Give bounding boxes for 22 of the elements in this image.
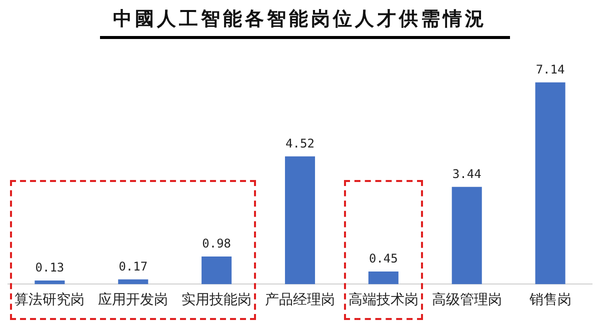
data-label: 0.98 (202, 236, 232, 251)
x-tick-label: 应用开发岗 (98, 292, 168, 308)
data-label: 0.45 (368, 252, 398, 266)
data-label: 0.17 (118, 260, 148, 274)
chart-title: 中國人工智能各智能岗位人才供需情況 (112, 7, 488, 32)
bar (202, 256, 232, 284)
x-tick-label: 实用技能岗 (182, 292, 252, 308)
bar (368, 271, 398, 284)
bar (34, 280, 65, 284)
bar (118, 279, 148, 284)
data-label: 4.52 (286, 136, 314, 151)
x-tick-label: 产品经理岗 (265, 292, 335, 308)
x-tick-label: 高级管理岗 (432, 292, 502, 308)
data-label: 0.13 (35, 260, 64, 275)
data-label: 7.14 (536, 62, 565, 76)
bar (535, 82, 566, 284)
x-tick-label: 高端技术岗 (348, 292, 418, 308)
x-tick-label: 算法研究岗 (14, 292, 85, 308)
bar (284, 156, 316, 284)
data-label: 3.44 (452, 167, 482, 182)
bar (452, 186, 482, 284)
x-tick-label: 销售岗 (528, 292, 572, 308)
